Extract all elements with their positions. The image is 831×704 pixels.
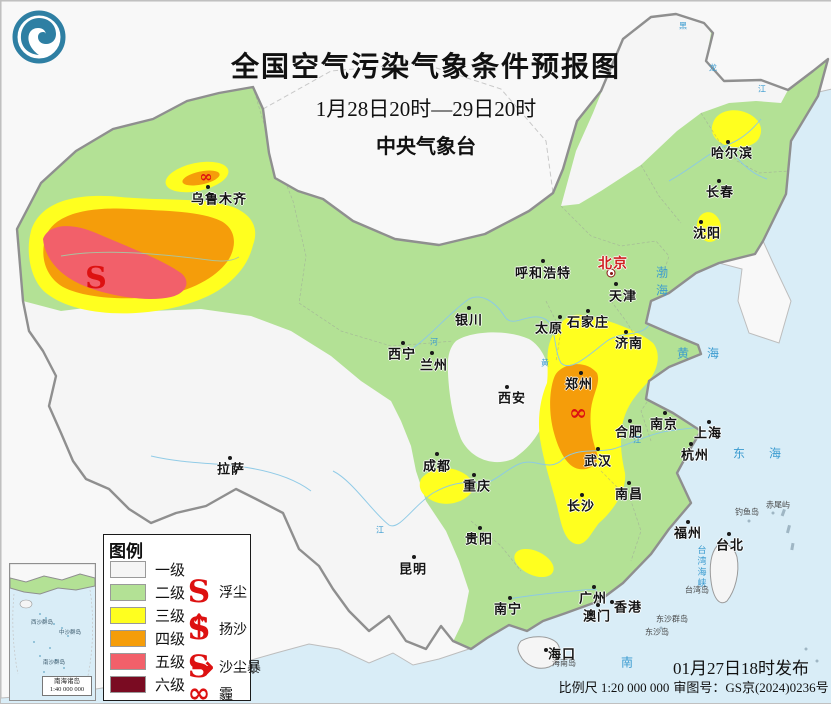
legend-color-swatch [110,676,146,693]
legend-level-label: 一级 [155,563,186,579]
legend-color-swatch [110,653,146,670]
legend-color-swatch [110,561,146,578]
province-borders [252,86,790,572]
cma-logo-icon [12,10,66,64]
patch-urumqi-level4 [182,170,220,186]
legend-symbol-label: 霾 [219,688,233,703]
symbol-glyph-S-right: S → [184,649,215,685]
foreign-border [262,62,554,194]
legend: 图例 一级 二级 三级 四级 五级 六级 S 浮尘 S ↑ 扬沙 S → 沙尘暴 ∞ 霾 [103,534,261,704]
inset-scale-box: 南海诸岛 1:40 000 000 [42,676,92,696]
level1-region-northeast [561,14,788,206]
inset-island-label: 南沙群岛 [42,660,66,666]
level1-region-shaanxi [447,332,551,463]
level1-region-tibet [23,301,469,649]
inset-island-label: 中沙群岛 [58,630,82,636]
legend-level-row: 二级 [110,582,185,603]
legend-color-swatch [110,584,146,601]
right-arrow-icon: → [190,650,215,684]
legend-symbol-item: S 浮尘 [184,575,247,609]
china-border [15,12,830,651]
legend-symbol-label: 浮尘 [219,586,247,601]
publish-time: 01月27日18时发布 [673,659,809,678]
symbol-glyph-S: S [184,575,214,609]
legend-level-row: 一级 [110,559,185,580]
dust-s-icon: S [187,611,211,647]
haze-icon: ∞ [187,678,211,704]
legend-symbol-label: 扬沙 [219,623,247,638]
inset-scale-title: 南海诸岛 [54,678,80,685]
inset-island-label: 西沙群岛 [30,620,54,626]
dust-s-icon: S [187,649,211,685]
legend-level-row: 四级 [110,628,185,649]
small-islands [659,508,819,663]
cma-logo [11,9,67,65]
legend-symbol-item: S → 沙尘暴 [184,650,261,684]
legend-symbol-item: ∞ 霾 [184,677,233,704]
patch-central-level4 [550,364,599,470]
symbol-glyph-inf: ∞ [184,677,214,704]
legend-symbol-label: 沙尘暴 [219,661,261,676]
legend-level-label: 四级 [155,632,186,648]
legend-symbol-item: S ↑ 扬沙 [184,609,247,647]
dust-s-icon: S [187,574,211,610]
symbol-glyph-S-up: S ↑ [184,609,214,647]
legend-level-label: 六级 [155,678,186,694]
rivers [60,118,768,600]
patch-guangxi-level3 [514,548,554,578]
patch-harbin-level3 [711,110,762,148]
legend-title: 图例 [109,542,143,561]
inset-scale-value: 1:40 000 000 [49,686,85,693]
legend-level-label: 五级 [155,655,186,671]
map-approval-number: 审图号：GS京(2024)0236号 [673,680,829,695]
up-arrow-icon: ↑ [189,609,209,647]
map-scale: 比例尺 1:20 000 000 [558,680,670,695]
taiwan-island [709,543,739,604]
legend-color-swatch [110,607,146,624]
legend-level-row: 六级 [110,674,185,695]
patch-xinjiang-level5 [43,226,187,299]
legend-level-label: 二级 [155,586,186,602]
legend-level-row: 三级 [110,605,185,626]
south-china-sea-inset: 西沙群岛 中沙群岛南沙群岛 南海诸岛 1:40 000 000 [9,563,96,701]
legend-level-row: 五级 [110,651,185,672]
legend-color-swatch [110,630,146,647]
patch-chongqing-level3 [419,468,474,504]
patch-shenyang-level3 [696,212,722,242]
legend-level-label: 三级 [155,609,186,625]
hainan-island [517,636,561,669]
